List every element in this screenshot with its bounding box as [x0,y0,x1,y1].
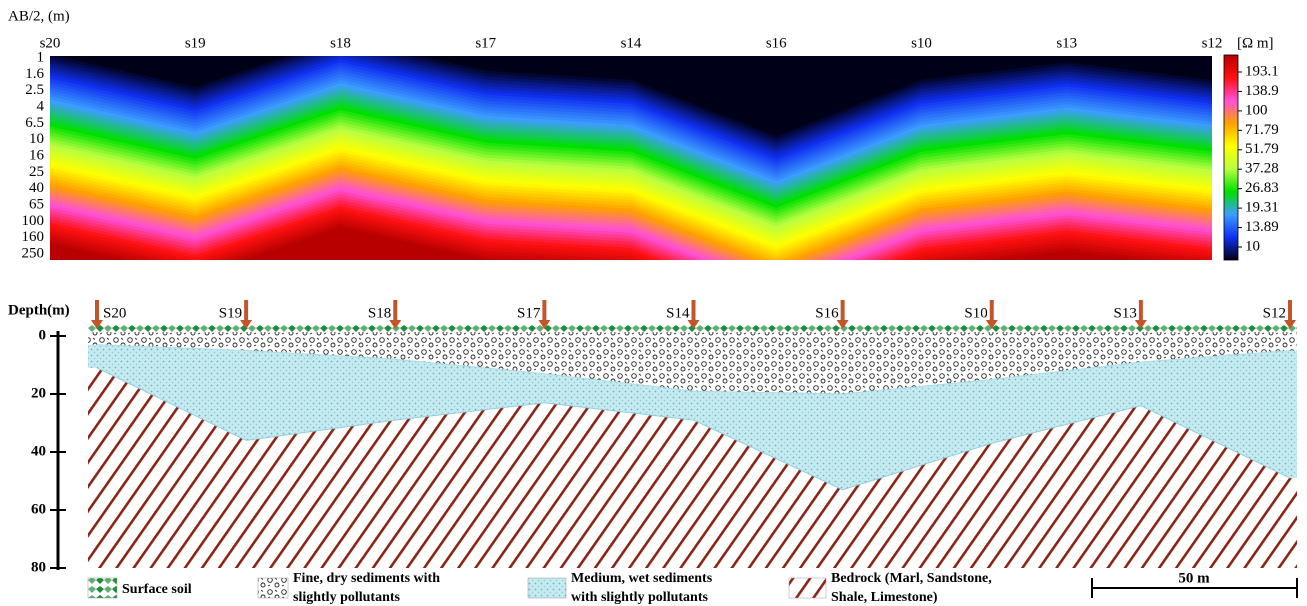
y-tick-label: 10 [29,131,44,147]
legend-label: Shale, Limestone) [831,590,938,605]
colorbar-tick-label: 193.1 [1245,63,1279,79]
y-tick-label: 16 [29,147,45,163]
colorbar-tick-label: 51.79 [1245,141,1279,157]
x-tick-label: s14 [621,35,642,51]
colorbar-tick-label: 37.28 [1245,161,1279,177]
colorbar-tick-label: 100 [1245,102,1268,118]
colorbar-tick-label: 10 [1245,238,1260,254]
x-tick-label: s10 [911,35,932,51]
x-tick-label: s16 [766,35,787,51]
legend-swatch [258,578,288,598]
colorbar-tick-label: 71.79 [1245,122,1279,138]
y-tick-label: 2.5 [25,82,44,98]
y-tick-label: 250 [22,245,45,261]
y-tick-label: 100 [22,213,45,229]
colorbar-tick-label: 138.9 [1245,83,1279,99]
legend-swatch [789,578,826,598]
colorbar [1224,55,1238,260]
station-label: S20 [103,305,126,321]
colorbar-tick-label: 13.89 [1245,219,1279,235]
station-label: S12 [1263,305,1286,321]
colorbar-tick-label: 19.31 [1245,200,1279,216]
x-tick-label: s13 [1056,35,1077,51]
legend-label: with slightly pollutants [571,590,708,605]
scale-bar-label: 50 m [1178,570,1210,586]
depth-tick-label: 20 [31,385,46,401]
x-tick-label: s17 [475,35,496,51]
geologic-section: Depth(m) 50 m 0 20 40 60 80 S20 S19 S18 S17 S14 S1… [8,300,1297,605]
y-tick-label: 1.6 [25,66,44,82]
station-label: S10 [964,305,987,321]
y-tick-label: 40 [29,180,44,196]
station-label: S13 [1114,305,1137,321]
legend-label: slightly pollutants [293,590,401,605]
depth-label: Depth(m) [8,302,70,318]
legend-label: Bedrock (Marl, Sandstone, [831,571,992,586]
y-tick-label: 65 [29,196,44,212]
station-label: S16 [815,305,839,321]
legend-label: Medium, wet sediments [571,571,713,586]
depth-tick-label: 60 [31,501,46,517]
figure: AB/2, (m) [Ω m] s20s19s18s17s14s16s10s13… [0,0,1307,606]
colorbar-unit: [Ω m] [1237,35,1274,51]
legend-swatch [528,578,566,598]
depth-tick-label: 40 [31,443,46,459]
colorbar-tick-label: 26.83 [1245,180,1279,196]
x-tick-label: s12 [1202,35,1223,51]
legend-swatch [88,578,117,598]
x-tick-label: s18 [330,35,351,51]
y-tick-label: 4 [37,98,45,114]
legend-label: Surface soil [122,582,192,597]
station-label: S18 [368,305,391,321]
depth-tick-label: 0 [39,327,47,343]
axis-label: AB/2, (m) [8,8,70,24]
y-tick-label: 1 [37,49,45,65]
y-tick-label: 25 [29,164,44,180]
depth-tick-label: 80 [31,559,46,575]
station-label: S17 [517,305,541,321]
y-tick-label: 6.5 [25,115,44,131]
station-label: S19 [219,305,242,321]
legend-label: Fine, dry sediments with [293,571,440,586]
station-label: S14 [666,305,690,321]
y-tick-label: 160 [22,229,45,245]
x-tick-label: s19 [185,35,206,51]
